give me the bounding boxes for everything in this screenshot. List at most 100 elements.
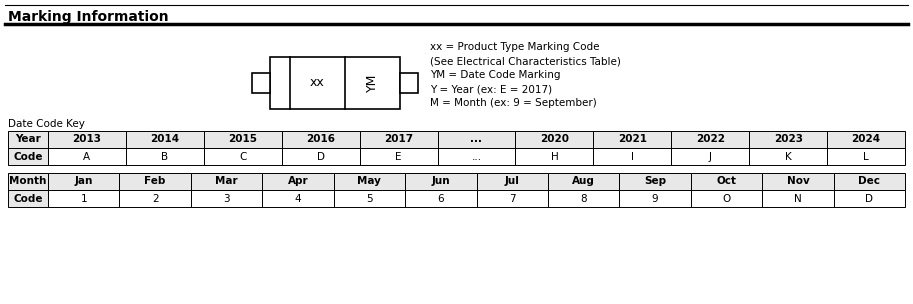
Bar bbox=[548, 173, 619, 190]
Bar bbox=[691, 173, 762, 190]
Bar bbox=[827, 131, 905, 148]
Text: Date Code Key: Date Code Key bbox=[8, 119, 85, 129]
Text: 3: 3 bbox=[224, 194, 230, 203]
Bar bbox=[548, 190, 619, 207]
Bar bbox=[671, 148, 750, 165]
Text: L: L bbox=[863, 151, 869, 161]
Bar bbox=[191, 173, 262, 190]
Bar bbox=[437, 131, 516, 148]
Text: E: E bbox=[395, 151, 402, 161]
Text: 2023: 2023 bbox=[773, 134, 803, 144]
Text: Feb: Feb bbox=[144, 177, 166, 186]
Text: Apr: Apr bbox=[288, 177, 309, 186]
Text: 7: 7 bbox=[509, 194, 516, 203]
Bar bbox=[619, 190, 691, 207]
Text: K: K bbox=[785, 151, 792, 161]
Bar bbox=[48, 173, 120, 190]
Text: 2024: 2024 bbox=[852, 134, 881, 144]
Bar bbox=[262, 190, 333, 207]
Text: Dec: Dec bbox=[858, 177, 880, 186]
Bar bbox=[400, 73, 418, 93]
Text: Code: Code bbox=[14, 194, 43, 203]
Bar bbox=[191, 190, 262, 207]
Bar bbox=[619, 173, 691, 190]
Bar bbox=[126, 148, 204, 165]
Bar bbox=[48, 131, 126, 148]
Text: 6: 6 bbox=[437, 194, 444, 203]
Bar bbox=[477, 190, 548, 207]
Bar bbox=[405, 173, 477, 190]
Bar bbox=[593, 148, 671, 165]
Bar bbox=[204, 131, 282, 148]
Bar bbox=[204, 148, 282, 165]
Text: O: O bbox=[722, 194, 730, 203]
Bar bbox=[827, 148, 905, 165]
Text: 2022: 2022 bbox=[696, 134, 725, 144]
Text: Code: Code bbox=[14, 151, 43, 161]
Bar bbox=[671, 131, 750, 148]
Bar bbox=[437, 148, 516, 165]
Text: N: N bbox=[794, 194, 802, 203]
Text: 2014: 2014 bbox=[151, 134, 180, 144]
Bar bbox=[48, 190, 120, 207]
Text: 2021: 2021 bbox=[618, 134, 646, 144]
Text: ...: ... bbox=[470, 134, 482, 144]
Bar bbox=[762, 190, 834, 207]
Text: 2: 2 bbox=[152, 194, 159, 203]
Bar bbox=[333, 190, 405, 207]
Text: Nov: Nov bbox=[786, 177, 809, 186]
Bar bbox=[405, 190, 477, 207]
Bar bbox=[691, 190, 762, 207]
Bar bbox=[750, 131, 827, 148]
Bar bbox=[360, 131, 437, 148]
Text: B: B bbox=[162, 151, 168, 161]
Text: J: J bbox=[708, 151, 712, 161]
Text: Aug: Aug bbox=[572, 177, 595, 186]
Bar bbox=[8, 148, 48, 165]
Text: A: A bbox=[83, 151, 90, 161]
Text: Year: Year bbox=[16, 134, 41, 144]
Bar bbox=[270, 57, 400, 109]
Bar bbox=[360, 148, 437, 165]
Text: M = Month (ex: 9 = September): M = Month (ex: 9 = September) bbox=[430, 98, 597, 108]
Text: 5: 5 bbox=[366, 194, 373, 203]
Text: 2017: 2017 bbox=[384, 134, 414, 144]
Bar bbox=[333, 173, 405, 190]
Text: 1: 1 bbox=[80, 194, 87, 203]
Bar bbox=[120, 190, 191, 207]
Text: 8: 8 bbox=[581, 194, 587, 203]
Text: D: D bbox=[866, 194, 874, 203]
Text: H: H bbox=[551, 151, 558, 161]
Text: D: D bbox=[317, 151, 325, 161]
Text: May: May bbox=[357, 177, 382, 186]
Bar bbox=[120, 173, 191, 190]
Text: xx = Product Type Marking Code: xx = Product Type Marking Code bbox=[430, 42, 600, 52]
Bar bbox=[593, 131, 671, 148]
Bar bbox=[762, 173, 834, 190]
Text: 4: 4 bbox=[295, 194, 301, 203]
Text: Sep: Sep bbox=[644, 177, 666, 186]
Text: YM: YM bbox=[366, 74, 379, 92]
Text: 2020: 2020 bbox=[540, 134, 569, 144]
Bar bbox=[477, 173, 548, 190]
Text: 2015: 2015 bbox=[228, 134, 257, 144]
Text: Jan: Jan bbox=[75, 177, 93, 186]
Text: Jul: Jul bbox=[505, 177, 519, 186]
Text: Y = Year (ex: E = 2017): Y = Year (ex: E = 2017) bbox=[430, 84, 552, 94]
Text: (See Electrical Characteristics Table): (See Electrical Characteristics Table) bbox=[430, 56, 621, 66]
Text: 2013: 2013 bbox=[72, 134, 101, 144]
Bar bbox=[48, 148, 126, 165]
Bar bbox=[126, 131, 204, 148]
Text: Oct: Oct bbox=[717, 177, 737, 186]
Text: xx: xx bbox=[310, 77, 325, 89]
Text: Mar: Mar bbox=[215, 177, 238, 186]
Text: YM = Date Code Marking: YM = Date Code Marking bbox=[430, 70, 561, 80]
Text: 9: 9 bbox=[652, 194, 658, 203]
Bar bbox=[262, 173, 333, 190]
Text: ...: ... bbox=[471, 151, 481, 161]
Text: Month: Month bbox=[9, 177, 47, 186]
Bar bbox=[282, 148, 360, 165]
Text: C: C bbox=[239, 151, 247, 161]
Text: Marking Information: Marking Information bbox=[8, 10, 169, 24]
Bar bbox=[252, 73, 270, 93]
